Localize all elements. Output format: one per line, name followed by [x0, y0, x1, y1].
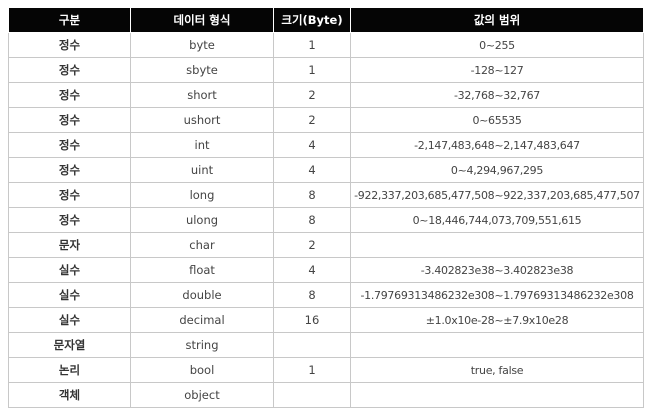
cell-data-type: ushort [130, 107, 274, 133]
cell-category: 정수 [8, 157, 131, 183]
table-header-row: 구분 데이터 형식 크기(Byte) 값의 범위 [8, 7, 644, 33]
cell-value-range: -922,337,203,685,477,508~922,337,203,685… [350, 182, 644, 208]
cell-value-range: -3.402823e38~3.402823e38 [350, 257, 644, 283]
cell-data-type: short [130, 82, 274, 108]
cell-size: 1 [273, 32, 351, 58]
cell-size [273, 332, 351, 358]
cell-value-range [350, 332, 644, 358]
cell-value-range: 0~4,294,967,295 [350, 157, 644, 183]
cell-category: 객체 [8, 382, 131, 408]
table-row: 정수 ulong 8 0~18,446,744,073,709,551,615 [8, 207, 644, 233]
cell-category: 실수 [8, 257, 131, 283]
table-row: 객체 object [8, 382, 644, 408]
cell-size: 8 [273, 282, 351, 308]
table-row: 논리 bool 1 true, false [8, 357, 644, 383]
cell-size: 4 [273, 157, 351, 183]
cell-data-type: bool [130, 357, 274, 383]
table-row: 정수 sbyte 1 -128~127 [8, 57, 644, 83]
cell-value-range: -128~127 [350, 57, 644, 83]
header-category: 구분 [8, 7, 131, 33]
cell-size: 1 [273, 57, 351, 83]
cell-category: 정수 [8, 32, 131, 58]
cell-value-range: ±1.0x10e-28~±7.9x10e28 [350, 307, 644, 333]
cell-category: 정수 [8, 82, 131, 108]
table-row: 정수 short 2 -32,768~32,767 [8, 82, 644, 108]
cell-value-range: 0~18,446,744,073,709,551,615 [350, 207, 644, 233]
cell-size: 16 [273, 307, 351, 333]
header-size: 크기(Byte) [273, 7, 351, 33]
cell-value-range: -2,147,483,648~2,147,483,647 [350, 132, 644, 158]
cell-data-type: float [130, 257, 274, 283]
table-row: 실수 decimal 16 ±1.0x10e-28~±7.9x10e28 [8, 307, 644, 333]
cell-value-range: 0~65535 [350, 107, 644, 133]
table-row: 문자열 string [8, 332, 644, 358]
cell-category: 정수 [8, 107, 131, 133]
cell-size: 4 [273, 257, 351, 283]
cell-value-range: 0~255 [350, 32, 644, 58]
cell-value-range: -32,768~32,767 [350, 82, 644, 108]
data-type-table: 구분 데이터 형식 크기(Byte) 값의 범위 정수 byte 1 0~255 정수 s… [8, 7, 644, 408]
cell-data-type: object [130, 382, 274, 408]
cell-size: 8 [273, 182, 351, 208]
cell-category: 문자열 [8, 332, 131, 358]
table-row: 정수 int 4 -2,147,483,648~2,147,483,647 [8, 132, 644, 158]
cell-category: 논리 [8, 357, 131, 383]
table-row: 실수 float 4 -3.402823e38~3.402823e38 [8, 257, 644, 283]
cell-value-range [350, 382, 644, 408]
table-row: 정수 long 8 -922,337,203,685,477,508~922,337,… [8, 182, 644, 208]
cell-data-type: string [130, 332, 274, 358]
cell-size: 8 [273, 207, 351, 233]
cell-category: 정수 [8, 132, 131, 158]
header-value-range: 값의 범위 [350, 7, 644, 33]
cell-data-type: long [130, 182, 274, 208]
cell-value-range: true, false [350, 357, 644, 383]
cell-data-type: ulong [130, 207, 274, 233]
cell-data-type: byte [130, 32, 274, 58]
data-type-table-container: 구분 데이터 형식 크기(Byte) 값의 범위 정수 byte 1 0~255 정수 s… [8, 7, 644, 408]
cell-size: 2 [273, 107, 351, 133]
cell-value-range: -1.79769313486232e308~1.79769313486232e3… [350, 282, 644, 308]
cell-data-type: double [130, 282, 274, 308]
cell-data-type: uint [130, 157, 274, 183]
cell-category: 문자 [8, 232, 131, 258]
cell-category: 실수 [8, 282, 131, 308]
table-body: 정수 byte 1 0~255 정수 sbyte 1 -128~127 정수 short 2 -32,… [8, 32, 644, 408]
cell-value-range [350, 232, 644, 258]
cell-data-type: sbyte [130, 57, 274, 83]
cell-category: 실수 [8, 307, 131, 333]
cell-data-type: int [130, 132, 274, 158]
header-data-type: 데이터 형식 [130, 7, 274, 33]
cell-size: 1 [273, 357, 351, 383]
table-row: 정수 ushort 2 0~65535 [8, 107, 644, 133]
cell-size: 2 [273, 82, 351, 108]
table-row: 정수 uint 4 0~4,294,967,295 [8, 157, 644, 183]
cell-size [273, 382, 351, 408]
table-row: 정수 byte 1 0~255 [8, 32, 644, 58]
cell-size: 2 [273, 232, 351, 258]
cell-category: 정수 [8, 182, 131, 208]
cell-category: 정수 [8, 57, 131, 83]
table-row: 실수 double 8 -1.79769313486232e308~1.7976931… [8, 282, 644, 308]
cell-data-type: decimal [130, 307, 274, 333]
table-row: 문자 char 2 [8, 232, 644, 258]
cell-category: 정수 [8, 207, 131, 233]
cell-data-type: char [130, 232, 274, 258]
cell-size: 4 [273, 132, 351, 158]
